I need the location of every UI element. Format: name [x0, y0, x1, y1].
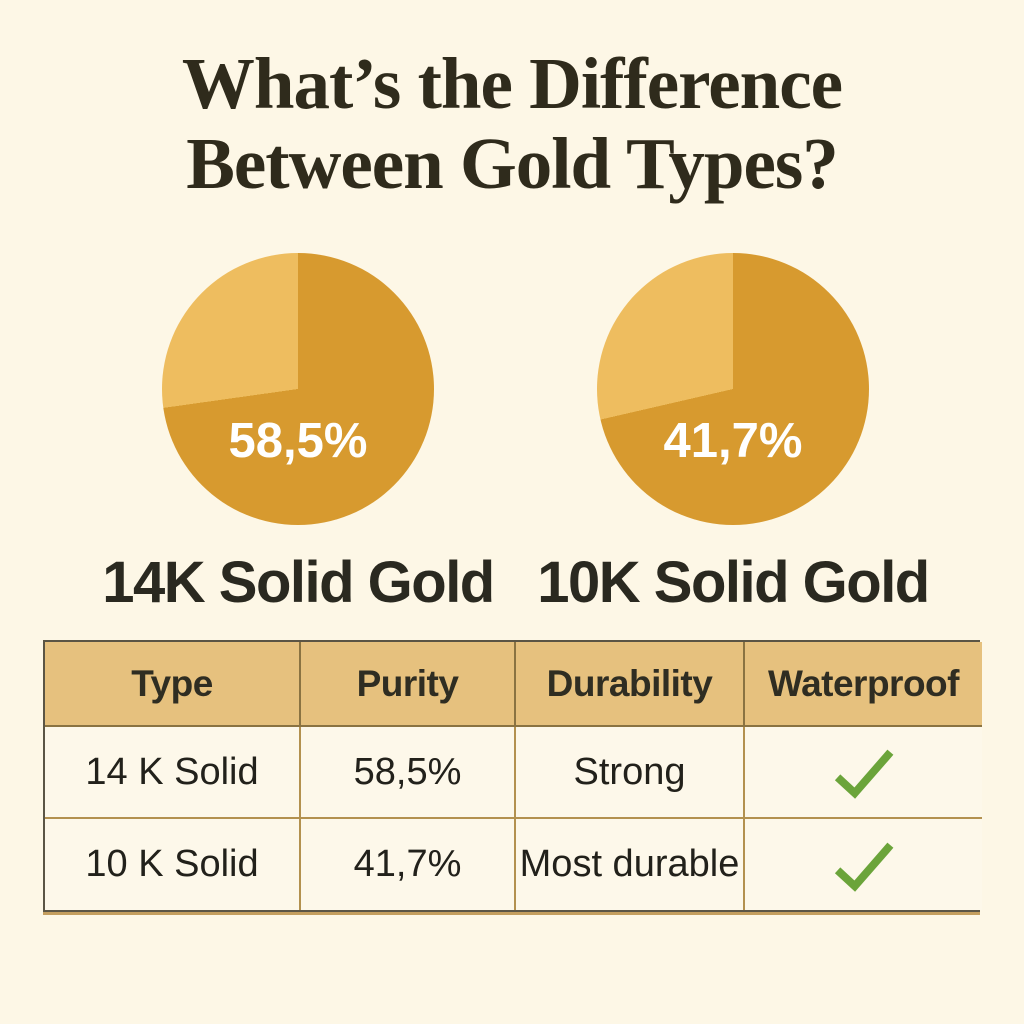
title-line-2: Between Gold Types?	[186, 123, 839, 204]
cell-waterproof-10k	[745, 819, 982, 910]
pie-caption-10k: 10K Solid Gold	[537, 550, 930, 615]
pie-value-label-14k: 58,5%	[228, 414, 368, 468]
header-cell-durability: Durability	[516, 642, 745, 727]
cell-type-14k: 14 K Solid	[45, 727, 301, 819]
header-cell-type: Type	[45, 642, 301, 727]
cell-durability-10k: Most durable	[516, 819, 745, 910]
checkmark-icon	[834, 842, 893, 892]
cell-durability-14k: Strong	[516, 727, 745, 819]
pie-value-label-10k: 41,7%	[663, 414, 803, 468]
header-cell-waterproof: Waterproof	[745, 642, 982, 727]
cell-purity-14k: 58,5%	[301, 727, 516, 819]
pie-chart-10k: 41,7%	[597, 253, 869, 525]
comparison-table: Type Purity Durability Waterproof 14 K S…	[43, 640, 982, 912]
pie-chart-14k: 58,5%	[162, 253, 434, 525]
cell-purity-10k: 41,7%	[301, 819, 516, 910]
title-line-1: What’s the Difference	[181, 43, 843, 124]
cell-waterproof-14k	[745, 727, 982, 819]
page-title: What’s the Difference Between Gold Types…	[0, 44, 1024, 204]
pie-section-10k: 41,7% 10K Solid Gold	[518, 253, 948, 616]
pie-section-14k: 58,5% 14K Solid Gold	[83, 253, 513, 616]
pie-caption-14k: 14K Solid Gold	[102, 550, 495, 615]
header-cell-purity: Purity	[301, 642, 516, 727]
cell-type-10k: 10 K Solid	[45, 819, 301, 910]
checkmark-icon	[834, 749, 893, 799]
